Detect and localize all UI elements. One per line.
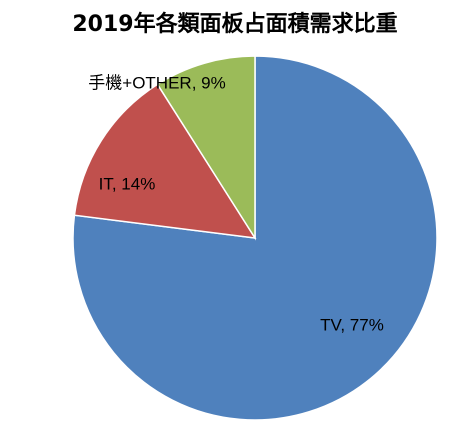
pie-slice-label-0: TV, 77% — [320, 315, 384, 334]
pie-slice-label-2: 手機+OTHER, 9% — [88, 73, 225, 92]
pie-slice-2 — [156, 55, 256, 241]
pie-slice-0 — [72, 55, 438, 421]
chart-title: 2019年各類面板占面積需求比重 — [72, 12, 398, 37]
pie-slice-1 — [73, 83, 257, 239]
pie-slice-label-1: IT, 14% — [99, 174, 156, 193]
